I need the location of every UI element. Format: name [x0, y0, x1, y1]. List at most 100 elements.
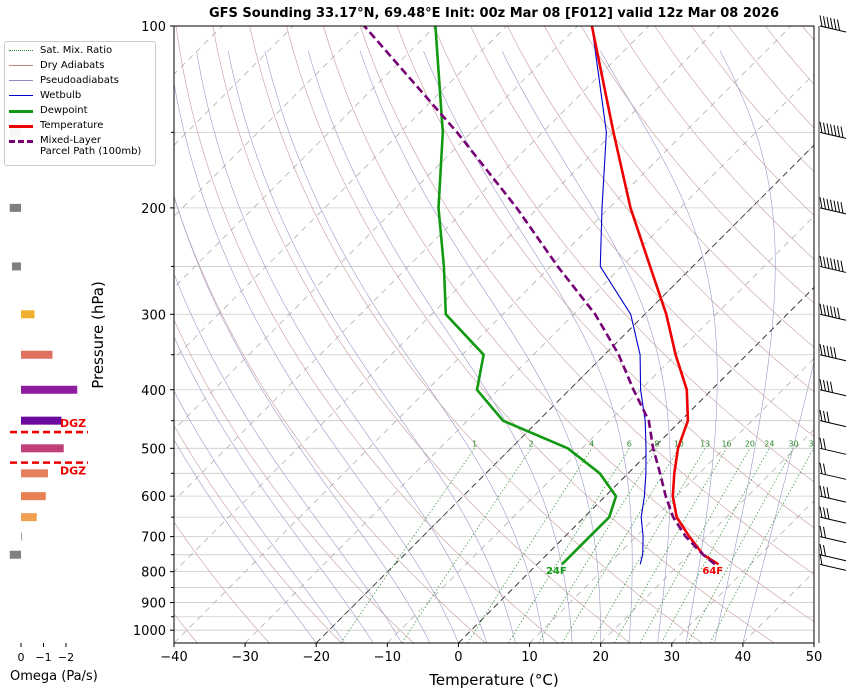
barb-feather [841, 127, 843, 138]
barb-feather [824, 439, 826, 450]
y-tick-label: 100 [141, 20, 166, 35]
freezing-isotherm [458, 26, 851, 643]
barb-feather [824, 486, 826, 497]
barb-feather [820, 15, 822, 26]
barb-feather [838, 260, 840, 271]
dry-adiabat [581, 26, 851, 643]
barb-staff [820, 496, 846, 502]
wind-barb [820, 304, 846, 321]
pseudoadiabat [169, 51, 459, 643]
barb-feather [824, 198, 826, 209]
legend-swatch [9, 135, 33, 146]
barb-feather [824, 16, 826, 27]
x-tick-label: 40 [735, 650, 752, 665]
isotherm [103, 26, 720, 643]
omega-bar [21, 386, 77, 394]
barb-feather [827, 199, 829, 210]
x-tick-label: 10 [521, 650, 538, 665]
legend-item: Pseudoadiabats [9, 75, 151, 86]
barb-feather [827, 412, 829, 423]
barb-feather [824, 507, 826, 518]
mixing-ratio-label: 1 [472, 439, 477, 448]
dgz-isotherm [316, 26, 851, 643]
mixing-ratio-line [468, 448, 592, 643]
mixing-ratio-label: 13 [700, 439, 710, 448]
mixing-ratio-label: 2 [529, 439, 534, 448]
mixing-ratio-line [508, 448, 629, 643]
barb-feather [831, 18, 833, 29]
barb-staff [820, 517, 846, 523]
barb-feather [820, 344, 822, 355]
barb-feather [831, 347, 833, 358]
barb-feather [820, 256, 822, 267]
surface-annotation: 24F [546, 566, 567, 577]
parcel-path-line [364, 26, 715, 564]
barb-feather [831, 124, 833, 135]
wind-barb [820, 256, 846, 273]
wind-barb [820, 438, 846, 455]
y-tick-label: 400 [141, 384, 166, 399]
barb-feather [820, 410, 822, 421]
legend-swatch [9, 60, 33, 71]
omega-bar [21, 469, 48, 477]
barb-feather [820, 463, 822, 474]
omega-bar [21, 513, 37, 521]
omega-tick-label: −2 [58, 651, 74, 664]
x-tick-label: 50 [806, 650, 823, 665]
barb-feather [824, 527, 826, 538]
dry-adiabat [139, 26, 486, 643]
plot-frame [174, 26, 814, 643]
barb-feather [841, 261, 843, 272]
dgz-label: DGZ [60, 465, 86, 478]
y-tick-label: 500 [141, 442, 166, 457]
mixing-ratio-label: 30 [788, 439, 798, 448]
barb-feather [820, 526, 822, 537]
pseudoadiabat [714, 51, 775, 643]
mixing-ratio-line [688, 448, 794, 643]
legend-label: Wetbulb [40, 90, 81, 101]
y-tick-label: 600 [141, 490, 166, 505]
barb-staff [820, 390, 846, 396]
dewpoint-line [435, 26, 616, 564]
y-tick-label: 300 [141, 308, 166, 323]
x-tick-label: 30 [664, 650, 681, 665]
dgz-label: DGZ [60, 417, 86, 430]
chart-title: GFS Sounding 33.17°N, 69.48°E Init: 00z … [174, 6, 814, 21]
mixing-ratio-label: 24 [764, 439, 774, 448]
barb-feather [824, 257, 826, 268]
omega-bar [21, 417, 62, 425]
wind-barb [820, 344, 846, 361]
wind-barb [820, 122, 846, 139]
pseudoadiabat [502, 51, 670, 643]
barb-feather [827, 381, 829, 392]
x-tick-label: 20 [592, 650, 609, 665]
isotherm [814, 26, 851, 643]
mixing-ratio-label: 4 [589, 439, 594, 448]
mixing-ratio-line [710, 448, 814, 643]
barb-feather [838, 201, 840, 212]
barb-staff [820, 555, 846, 561]
legend-swatch [9, 75, 33, 86]
omega-bar [12, 262, 21, 270]
barb-feather [827, 258, 829, 269]
wind-barb [820, 554, 846, 571]
temperature-line [592, 26, 719, 564]
x-axis-label: Temperature (°C) [174, 671, 814, 689]
barb-feather [820, 379, 822, 390]
barb-feather [838, 20, 840, 31]
isotherm [387, 26, 851, 643]
legend-item: Sat. Mix. Ratio [9, 45, 151, 56]
x-tick-label: −20 [303, 650, 330, 665]
omega-bar [10, 204, 21, 212]
pseudoadiabat [265, 51, 544, 643]
isotherm [316, 26, 851, 643]
barb-feather [827, 123, 829, 134]
isotherm [245, 26, 851, 643]
barb-feather [831, 306, 833, 317]
barb-feather [824, 380, 826, 391]
isotherm [530, 26, 851, 643]
mixing-ratio-line [402, 448, 531, 643]
barb-feather [820, 544, 822, 555]
barb-feather [831, 382, 833, 393]
